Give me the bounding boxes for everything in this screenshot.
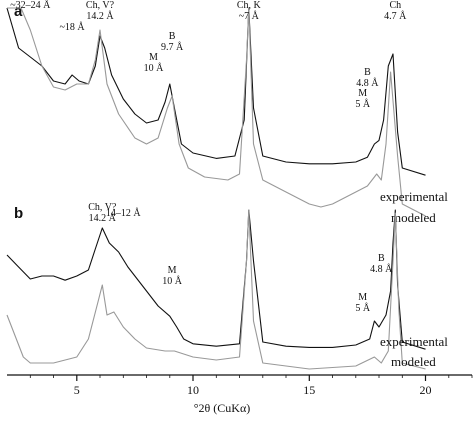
panel-b-peak-annotation: B 4.8 Å (370, 253, 393, 275)
panel-b-series-modeled (6, 209, 426, 370)
x-axis: 5 10 15 20 °2θ (CuKα) (7, 374, 473, 415)
panel-b-label: b (14, 205, 23, 222)
panel-a-legend-modeled: modeled (391, 210, 436, 225)
panel-a-peak-annotation: ~32–24 Å (10, 0, 51, 11)
x-tick-label: 10 (187, 383, 199, 397)
panel-a-plot: ~32–24 Å ~18 ÅCh, V? 14.2 Å B 9.7 ÅM 10 Å Ch, … (6, 0, 426, 217)
panel-b: b Ch, V? 14.2 Å14–12 Å M 10 Å B 4.8 Å M 5 Å exp… (6, 202, 448, 370)
panel-a-peak-annotation: B 9.7 Å (161, 31, 184, 53)
panel-b-peak-annotation: Ch, V? 14.2 Å (88, 202, 117, 224)
panel-b-peak-annotation: 14–12 Å (106, 207, 142, 219)
panel-a-peak-annotation: M 10 Å (144, 52, 165, 74)
panel-a-peak-annotation: Ch, K ~7 Å (237, 0, 262, 22)
panel-b-plot: Ch, V? 14.2 Å14–12 Å M 10 Å B 4.8 Å M 5 Å (6, 202, 426, 370)
panel-a-series-modeled (7, 7, 426, 217)
panel-a-series-experimental (6, 7, 426, 176)
panel-a-label: a (14, 3, 23, 20)
panel-b-peak-annotation: M 10 Å (162, 265, 183, 287)
panel-a-legend-experimental: experimental (380, 189, 448, 204)
panel-a-peak-annotation: Ch 4.7 Å (384, 0, 407, 22)
panel-b-legend-modeled: modeled (391, 354, 436, 369)
x-tick-label: 5 (74, 383, 80, 397)
panel-b-legend-experimental: experimental (380, 334, 448, 349)
panel-a-peak-annotation: Ch, V? 14.2 Å (86, 0, 115, 22)
panel-a: a ~32–24 Å~18 ÅCh, V? 14.2 ÅB 9.7 ÅM 10 ÅCh… (6, 0, 448, 225)
panel-a-peak-annotation: ~18 Å (60, 21, 86, 33)
panel-b-series-experimental (6, 209, 426, 350)
x-tick-label: 20 (420, 383, 432, 397)
x-axis-title: °2θ (CuKα) (194, 401, 251, 415)
panel-a-peak-annotation: B 4.8 Å (356, 67, 379, 89)
x-tick-label: 15 (303, 383, 315, 397)
x-axis-ticks: 5 10 15 20 (29, 375, 473, 397)
